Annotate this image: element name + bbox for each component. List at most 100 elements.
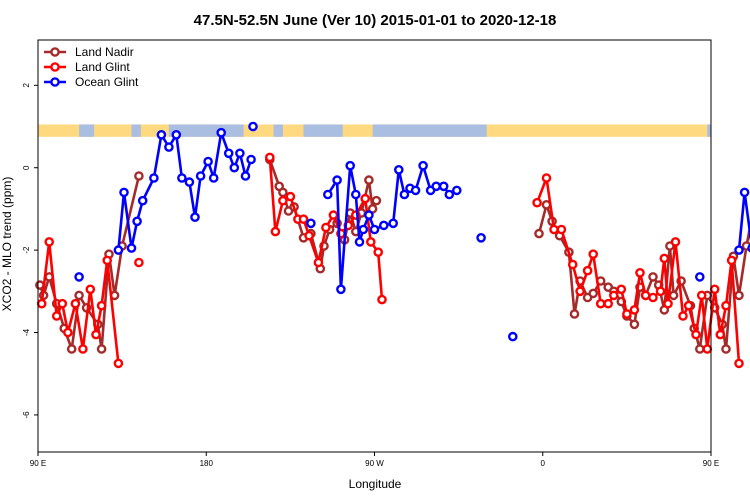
series-land-nadir [35, 154, 750, 354]
data-point [575, 286, 585, 297]
data-point [235, 148, 245, 159]
data-point [369, 224, 380, 235]
legend-marker [50, 47, 60, 57]
legend-item: Ocean Glint [44, 75, 139, 89]
data-point [195, 171, 206, 181]
data-point [668, 290, 679, 301]
data-point [119, 187, 129, 198]
data-point [616, 284, 627, 295]
data-point [595, 298, 606, 309]
x-tick-label: 90 W [365, 459, 384, 468]
data-point [603, 298, 614, 309]
data-point [739, 187, 750, 198]
plot-area [35, 39, 750, 453]
data-point [354, 237, 365, 247]
data-point [609, 290, 619, 301]
data-point [670, 237, 681, 247]
data-point [328, 210, 339, 220]
data-point [63, 327, 73, 338]
data-point [223, 148, 234, 159]
data-point [285, 191, 296, 202]
data-point [85, 284, 96, 295]
data-point [640, 290, 651, 301]
data-point [691, 329, 701, 340]
series-land-glint [36, 152, 744, 369]
x-tick-label: 90 E [703, 459, 719, 468]
data-point [345, 160, 356, 171]
legend-label: Land Nadir [75, 45, 134, 59]
data-point [208, 173, 219, 183]
x-tick-label: 90 E [30, 459, 46, 468]
data-point [113, 358, 124, 369]
x-tick-label: 0 [541, 459, 546, 468]
ocean-band [131, 124, 141, 137]
data-point [683, 300, 694, 311]
legend-label: Land Glint [75, 60, 130, 74]
ocean-band [303, 124, 343, 137]
data-point [451, 185, 462, 196]
data-point [734, 358, 744, 369]
data-point [648, 292, 658, 303]
data-point [190, 212, 200, 222]
data-point [582, 265, 593, 276]
data-point [663, 298, 673, 309]
data-point [373, 247, 384, 257]
legend-label: Ocean Glint [75, 75, 139, 89]
data-point [556, 224, 567, 235]
data-point [246, 154, 256, 165]
data-point [629, 319, 640, 330]
data-point [715, 329, 726, 340]
y-tick-label: -6 [22, 411, 31, 419]
data-point [96, 344, 107, 354]
data-point [549, 224, 559, 235]
ocean-band [372, 124, 487, 137]
data-point [393, 164, 404, 175]
series-line [737, 191, 750, 251]
series-line [40, 240, 120, 364]
data-point [336, 284, 346, 295]
data-point [78, 344, 88, 354]
data-point [321, 222, 331, 233]
data-point [113, 245, 124, 255]
y-axis: 2 0 -2 -4 -6 [22, 83, 38, 419]
data-point [270, 226, 281, 237]
chart-title: 47.5N-52.5N June (Ver 10) 2015-01-01 to … [194, 12, 557, 29]
x-axis: 90 E 180 90 W 0 90 E [30, 452, 719, 468]
data-point [91, 329, 101, 340]
data-point [126, 243, 137, 253]
data-point [629, 305, 640, 315]
data-point [264, 152, 275, 163]
data-point [702, 344, 713, 354]
data-point [149, 173, 159, 183]
data-point [36, 298, 47, 309]
data-point [70, 298, 81, 309]
legend-item: Land Nadir [44, 45, 134, 59]
data-point [360, 193, 371, 204]
data-point [278, 195, 288, 206]
data-point [57, 298, 68, 309]
data-point [721, 300, 731, 311]
data-point [734, 245, 744, 255]
data-point [66, 344, 77, 354]
legend-marker [50, 77, 60, 87]
data-point [177, 173, 187, 183]
data-point [156, 129, 167, 140]
data-point [164, 142, 174, 152]
data-point [567, 259, 578, 270]
data-point [507, 331, 518, 342]
x-axis-title: Longitude [349, 477, 402, 491]
ocean-band [707, 124, 711, 137]
data-point [132, 216, 142, 227]
data-point [216, 127, 226, 138]
data-point [304, 230, 314, 241]
data-point [388, 218, 399, 229]
data-point [438, 181, 449, 192]
data-point [588, 288, 599, 299]
data-point [431, 181, 442, 192]
data-point [278, 187, 288, 198]
data-point [365, 237, 376, 247]
data-point [74, 272, 84, 282]
y-tick-label: 0 [22, 165, 31, 170]
